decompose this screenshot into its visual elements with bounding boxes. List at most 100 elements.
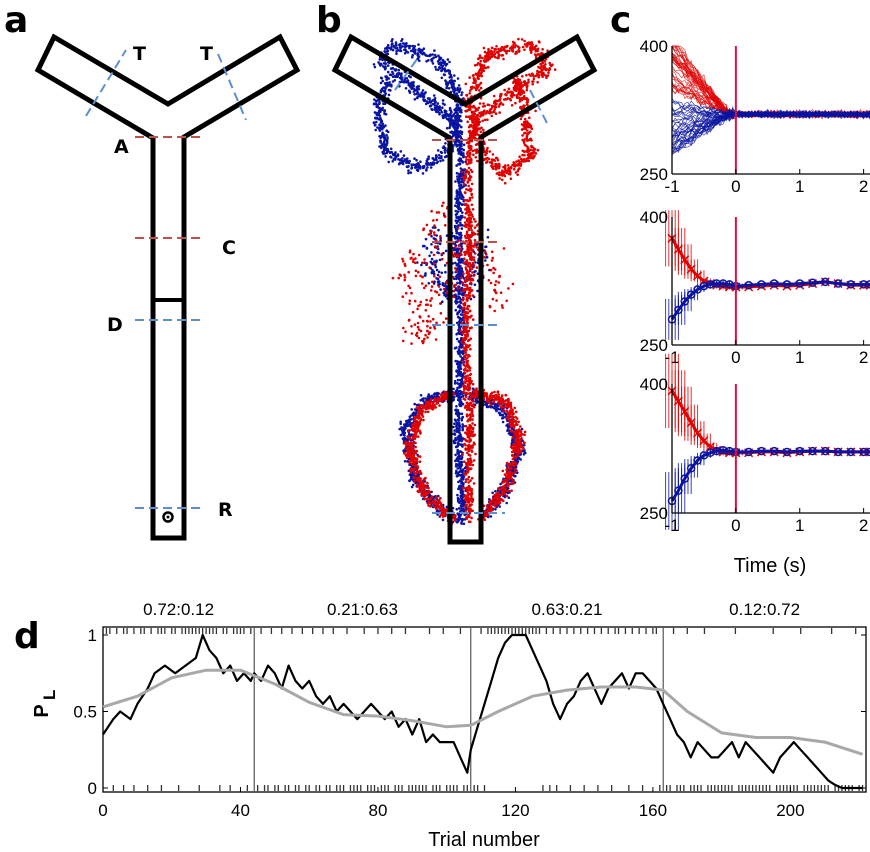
x-tick-label: 160 [639, 801, 667, 820]
mean-line [670, 448, 870, 502]
y-tick-label: 0 [88, 779, 97, 798]
panel-c-subplot-3: -1 0 1 2 250 400 [640, 353, 870, 535]
data-point [673, 396, 683, 406]
data-point [686, 418, 696, 428]
data-point [795, 279, 804, 288]
x-tick-label: 0 [731, 516, 740, 535]
mean-series-red [665, 210, 870, 292]
block-ratio-label: 0.21:0.63 [327, 600, 398, 619]
y-tick-label: 1 [88, 626, 97, 645]
x-tick-label: 40 [231, 801, 250, 820]
data-point [693, 271, 703, 281]
data-point [680, 297, 690, 306]
marker-label-r: R [218, 499, 233, 521]
x-tick-label: 1 [795, 516, 804, 535]
trace-line [671, 108, 870, 136]
x-tick-label: -1 [664, 516, 679, 535]
data-point [744, 447, 753, 457]
smoothed-line [102, 668, 864, 756]
data-point [680, 406, 690, 417]
x-tick-label: 0 [731, 348, 740, 367]
raw-choice-line [102, 633, 863, 790]
marker-label-a: A [114, 136, 129, 158]
data-point [680, 474, 690, 483]
data-point [808, 446, 817, 456]
y-tick-label: 400 [640, 375, 668, 394]
x-tick-label: 0 [98, 801, 107, 820]
panel-label-c: c [610, 0, 631, 41]
data-point [833, 447, 843, 457]
data-point [865, 447, 870, 457]
marker-label-t-left: T [133, 43, 146, 65]
x-tick-label: 200 [776, 801, 804, 820]
y-tick-label: 250 [640, 165, 668, 184]
x-tick-label: 120 [501, 801, 529, 820]
block-ratio-label: 0.72:0.12 [143, 600, 214, 619]
x-tick-label: -1 [664, 177, 679, 196]
mean-series-blue [665, 277, 870, 340]
data-point [808, 278, 817, 287]
plot-frame [102, 626, 867, 793]
data-point [693, 456, 702, 465]
x-tick-label: 1 [795, 177, 804, 196]
y-tick-label: 400 [640, 208, 668, 227]
data-point [846, 280, 856, 289]
data-point [693, 285, 702, 294]
data-point [686, 464, 696, 473]
data-point [686, 290, 696, 299]
x-tick-label: 2 [859, 516, 868, 535]
block-ratio-label: 0.12:0.72 [729, 600, 800, 619]
data-point [673, 244, 683, 254]
marker-label-t-right: T [200, 43, 213, 65]
maze-overlay [331, 33, 598, 545]
marker-t-right-line [217, 53, 247, 121]
x-tick-label: 2 [859, 348, 868, 367]
y-axis-label-pl: P L [31, 690, 59, 718]
data-point [782, 280, 792, 289]
data-point [674, 305, 683, 315]
reward-port [162, 511, 174, 523]
data-point [821, 446, 830, 456]
data-point [821, 277, 830, 287]
y-tick-label: 250 [640, 504, 668, 523]
trace-lines [671, 45, 870, 156]
trajectory-blue-stem [448, 115, 468, 526]
data-point [769, 279, 779, 288]
marker-t-left-line [85, 49, 127, 117]
data-point [680, 255, 690, 265]
x-tick-label: 1 [795, 348, 804, 367]
choice-raster [105, 628, 864, 791]
data-point [674, 486, 683, 495]
panel-label-d: d [14, 616, 40, 657]
mean-series-red [665, 353, 870, 458]
data-point [846, 447, 856, 457]
y-tick-label: 250 [640, 336, 668, 355]
trace-line [671, 110, 870, 154]
data-point [795, 446, 804, 456]
panel-label-b: b [316, 0, 342, 41]
trace-line [671, 110, 870, 148]
x-axis-label-trial: Trial number [428, 829, 540, 851]
data-point [769, 446, 779, 456]
data-point [757, 280, 766, 289]
trace-line [671, 110, 870, 150]
y-maze-schematic: T T A C D R [34, 33, 301, 541]
y-tick-label: 0.5 [73, 703, 97, 722]
data-point [693, 428, 703, 438]
x-tick-label: 80 [368, 801, 387, 820]
data-point [744, 281, 753, 290]
panel-label-a: a [4, 0, 28, 41]
choice-probability-chart: 0.72:0.12 0.21:0.63 0.63:0.21 0.12:0.72 0 40 8… [73, 600, 867, 820]
x-tick-label: 0 [731, 177, 740, 196]
mean-series-blue [665, 445, 870, 530]
maze-outline [34, 33, 301, 541]
y-tick-label: 400 [640, 37, 668, 56]
x-axis-label-time: Time (s) [734, 555, 807, 577]
data-point [833, 279, 843, 288]
data-point [757, 446, 766, 456]
block-ratio-label: 0.63:0.21 [532, 600, 603, 619]
panel-c-subplot-1: -1 0 1 2 250 400 [640, 37, 870, 196]
trajectory-plot [372, 37, 557, 526]
